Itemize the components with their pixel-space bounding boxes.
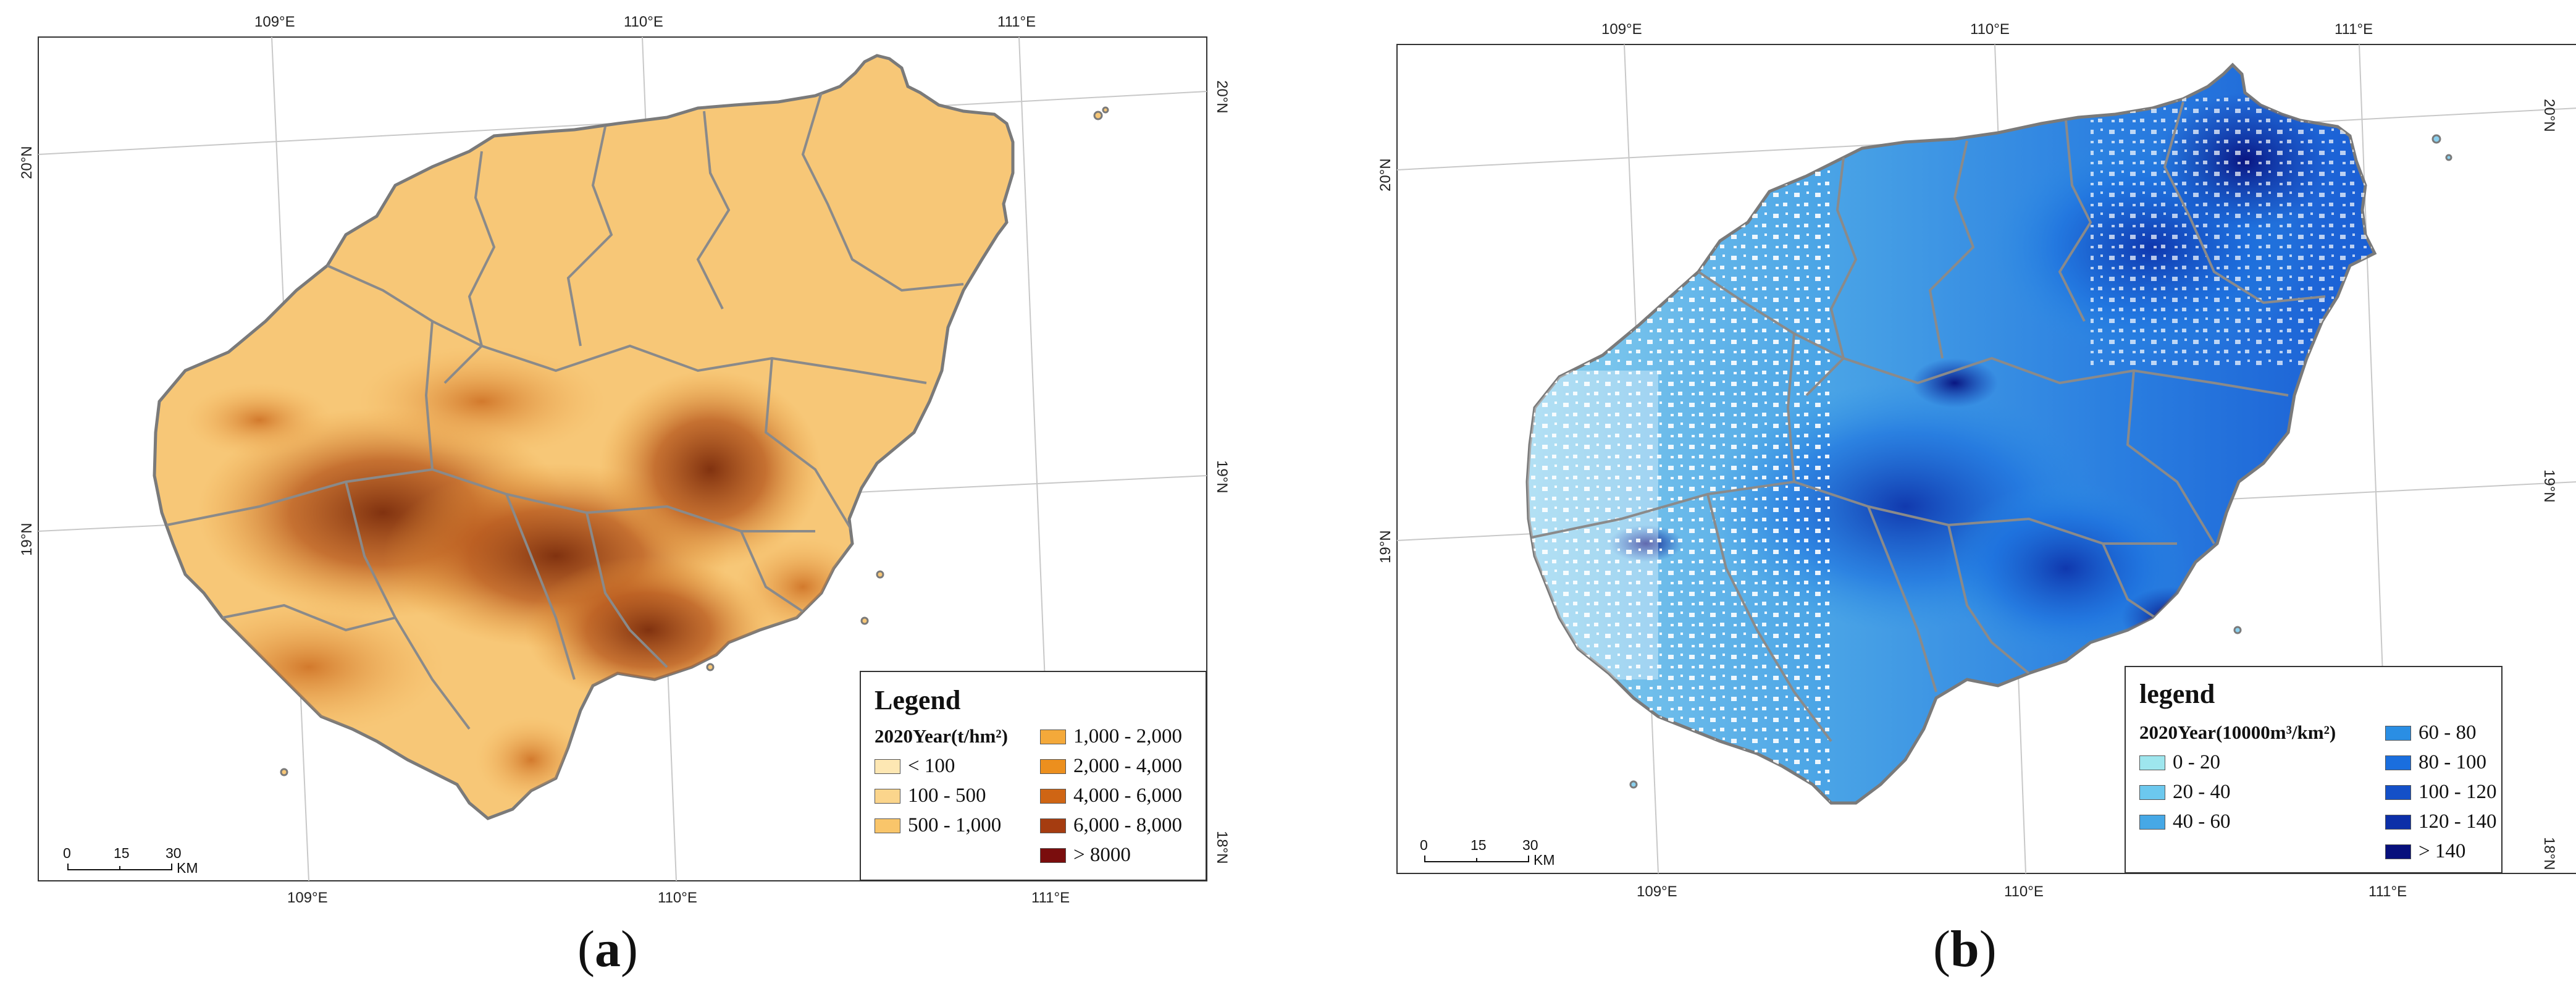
legend-title: legend: [2139, 679, 2215, 709]
legend-b: legend 2020Year(10000m³/km²) 0 - 20 20 -…: [2125, 666, 2503, 873]
legend-swatch: [875, 788, 900, 804]
scale-label-15: 15: [114, 845, 130, 861]
legend-item: 2,000 - 4,000: [1040, 755, 1182, 778]
right-tick-19n: 19°N: [2541, 469, 2557, 503]
bottom-tick-110e: 110°E: [2004, 883, 2044, 900]
right-tick-20n: 20°N: [1214, 80, 1230, 114]
legend-swatch: [1040, 818, 1066, 833]
top-tick-111e: 111°E: [2335, 21, 2373, 38]
legend-swatch: [1040, 759, 1066, 774]
panel-b: 109°E 110°E 111°E 109°E 110°E 111°E 20°N…: [1288, 0, 2576, 984]
left-tick-19n: 19°N: [1377, 530, 1394, 563]
scale-label-30: 30: [166, 845, 182, 861]
legend-item: 120 - 140: [2385, 810, 2497, 833]
legend-swatch: [2385, 725, 2411, 741]
legend-swatch: [875, 818, 900, 833]
map-frame-a: [38, 36, 1207, 881]
top-tick-109e: 109°E: [254, 14, 295, 30]
scale-unit: KM: [1533, 852, 1555, 868]
top-tick-110e: 110°E: [1970, 21, 2010, 38]
scale-bar-a: 0 15 30 KM: [62, 845, 198, 876]
scale-label-30: 30: [1522, 837, 1538, 853]
legend-title: Legend: [875, 685, 961, 715]
legend-item: 500 - 1,000: [875, 814, 1001, 837]
left-tick-19n: 19°N: [19, 523, 35, 556]
map-frame-b: [1396, 44, 2576, 874]
legend-swatch: [1040, 847, 1066, 863]
right-tick-18n: 18°N: [1214, 831, 1230, 864]
legend-item: 80 - 100: [2385, 751, 2486, 774]
bottom-tick-109e: 109°E: [287, 889, 328, 906]
scale-label-0: 0: [63, 845, 71, 861]
top-tick-109e: 109°E: [1601, 21, 1642, 38]
scale-label-15: 15: [1471, 837, 1487, 853]
right-tick-18n: 18°N: [2541, 837, 2557, 870]
legend-swatch: [875, 759, 900, 774]
legend-swatch: [2385, 844, 2411, 859]
bottom-tick-111e: 111°E: [1031, 889, 1070, 906]
legend-item: 60 - 80: [2385, 721, 2477, 744]
top-tick-110e: 110°E: [624, 14, 663, 30]
bottom-tick-109e: 109°E: [1637, 883, 1677, 900]
right-tick-19n: 19°N: [1214, 460, 1230, 494]
caption-a: (a): [577, 920, 638, 978]
legend-item: 4,000 - 6,000: [1040, 784, 1182, 807]
left-tick-20n: 20°N: [1377, 158, 1394, 191]
legend-swatch: [2139, 784, 2165, 800]
legend-swatch: [2385, 784, 2411, 800]
bottom-tick-111e: 111°E: [2368, 883, 2407, 900]
scale-unit: KM: [177, 860, 198, 876]
legend-item: > 8000: [1040, 844, 1131, 867]
panel-a: 109°E 110°E 111°E 109°E 110°E 111°E 20°N…: [19, 14, 1230, 978]
right-tick-20n: 20°N: [2541, 99, 2557, 132]
legend-item: 20 - 40: [2139, 781, 2231, 804]
legend-item: 40 - 60: [2139, 810, 2231, 833]
legend-swatch: [2139, 814, 2165, 830]
legend-item: 0 - 20: [2139, 751, 2220, 774]
bottom-tick-110e: 110°E: [658, 889, 697, 906]
legend-item: 100 - 120: [2385, 781, 2497, 804]
legend-item: 1,000 - 2,000: [1040, 725, 1182, 748]
caption-b: (b): [1933, 920, 1997, 978]
legend-subtitle: 2020Year(10000m³/km²): [2139, 721, 2336, 743]
scale-label-0: 0: [1420, 837, 1428, 853]
legend-item: 100 - 500: [875, 784, 986, 807]
legend-swatch: [1040, 729, 1066, 744]
left-tick-20n: 20°N: [19, 146, 35, 179]
legend-swatch: [1040, 788, 1066, 804]
legend-swatch: [2385, 755, 2411, 770]
top-tick-111e: 111°E: [997, 14, 1036, 30]
legend-item: > 140: [2385, 840, 2465, 863]
legend-item: 6,000 - 8,000: [1040, 814, 1182, 837]
legend-a: Legend 2020Year(t/hm²) < 100 100 - 500 5…: [860, 671, 1207, 881]
legend-swatch: [2385, 814, 2411, 830]
legend-swatch: [2139, 755, 2165, 770]
scale-bar-b: 0 15 30 KM: [1419, 837, 1555, 868]
legend-subtitle: 2020Year(t/hm²): [875, 725, 1008, 747]
legend-item: < 100: [875, 755, 955, 778]
